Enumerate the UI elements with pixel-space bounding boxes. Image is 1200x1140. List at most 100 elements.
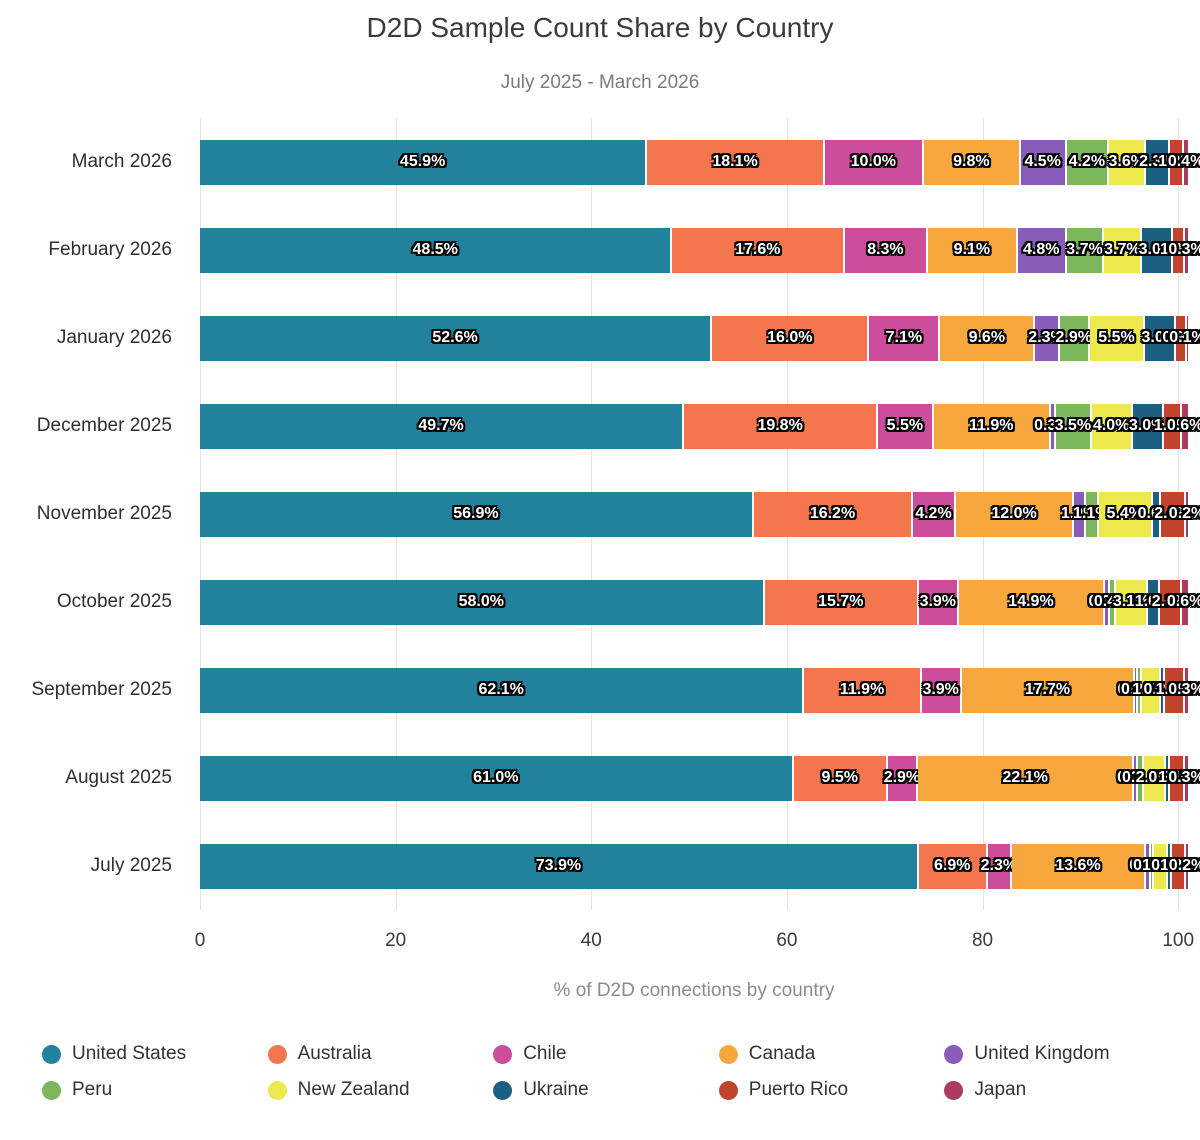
segment-puerto-rico: 1.2% [1158, 139, 1195, 185]
segment-australia: 19.8% [684, 403, 877, 449]
segment-new-zealand: 5.4% [1098, 491, 1151, 537]
segment-japan: 0.1% [1169, 315, 1200, 361]
y-label-july-2025: July 2025 [90, 855, 172, 876]
legend-label: Peru [72, 1079, 113, 1100]
segment-label: 52.6% [432, 329, 478, 346]
segment-united-states: 45.9% [200, 139, 646, 185]
segment-canada: 9.8% [923, 139, 1019, 185]
segment-australia: 11.9% [804, 667, 920, 713]
segment-label: 62.1% [478, 681, 524, 698]
legend-item-puerto-rico: Puerto Rico [718, 1079, 945, 1101]
x-tick-60: 60 [776, 930, 798, 951]
x-tick-40: 40 [580, 930, 602, 951]
bar-row-november-2025: 56.9% 16.2% 4.2% 12.0% 1.0% 1.1% 5.4% 0.6% 2.4% 0… [200, 491, 1200, 537]
segment-canada: 14.9% [958, 579, 1104, 625]
segment-canada: 9.6% [940, 315, 1034, 361]
segment-united-kingdom: 0.3% [1129, 843, 1166, 889]
chart-subtitle: July 2025 - March 2026 [500, 72, 700, 93]
segment-label: 10.0% [850, 153, 896, 170]
segment-puerto-rico: 1.0% [1160, 227, 1196, 273]
segment-label: 18.1% [712, 153, 758, 170]
segment-puerto-rico: 2.1% [1152, 579, 1188, 625]
segment-puerto-rico: 1.4% [1158, 755, 1195, 801]
segment-label: 3.7% [1066, 241, 1103, 258]
x-axis-ticks: 0 20 40 60 80 100 [195, 930, 1194, 956]
bar-row-december-2025: 49.7% 19.8% 5.5% 11.9% 0.3% 3.5% 4.0% 3.0% 1.7% 0… [200, 403, 1200, 449]
y-label-march-2026: March 2026 [71, 151, 172, 172]
segment-puerto-rico: 0.9% [1162, 315, 1199, 361]
segment-japan: 0.3% [1168, 227, 1200, 273]
segment-label: 58.0% [458, 593, 504, 610]
legend-swatch-icon [267, 1080, 287, 1100]
segment-new-zealand: 3.7% [1104, 227, 1141, 273]
segment-label: 4.8% [1023, 241, 1060, 258]
legend-swatch-icon [267, 1044, 287, 1064]
segment-chile: 3.9% [921, 667, 960, 713]
segment-united-kingdom: 4.5% [1020, 139, 1065, 185]
y-label-october-2025: October 2025 [56, 591, 172, 612]
segment-chile: 3.9% [918, 579, 957, 625]
legend-item-chile: Chile [493, 1043, 719, 1065]
bar-row-september-2025: 62.1% 11.9% 3.9% 17.7% 0.1% 0.2% 1.7% 0.2% 1.9% 0… [200, 667, 1200, 713]
segment-label: 3.9% [922, 681, 959, 698]
segment-label: 11.9% [839, 681, 885, 698]
legend-label: Australia [297, 1043, 372, 1064]
segment-chile: 8.3% [845, 227, 926, 273]
segment-label: 7.1% [885, 329, 923, 346]
segment-united-kingdom: 2.3% [1028, 315, 1065, 361]
segment-ukraine: 0.6% [1138, 491, 1174, 537]
segment-ukraine: 3.0% [1141, 315, 1178, 361]
segment-united-kingdom: 4.8% [1017, 227, 1065, 273]
segment-peru: 0.4% [1122, 755, 1158, 801]
segment-label: 48.5% [412, 241, 458, 258]
legend-item-peru: Peru [42, 1079, 268, 1101]
segment-label: 61.0% [473, 769, 519, 786]
segment-australia: 15.7% [764, 579, 917, 625]
segment-united-states: 49.7% [200, 403, 683, 449]
y-label-november-2025: November 2025 [36, 503, 172, 524]
segment-peru: 3.7% [1066, 227, 1103, 273]
segment-ukraine: 3.0% [1129, 403, 1165, 449]
y-label-february-2026: February 2026 [48, 239, 172, 260]
legend-label: United Kingdom [974, 1043, 1110, 1064]
segment-canada: 13.6% [1012, 843, 1144, 889]
legend-swatch-icon [42, 1044, 61, 1064]
segment-united-states: 62.1% [200, 667, 803, 713]
segment-label: 3.7% [1104, 241, 1141, 258]
x-tick-0: 0 [194, 930, 206, 951]
segment-label: 17.6% [735, 241, 781, 258]
segment-australia: 9.5% [793, 755, 886, 801]
segment-australia: 16.0% [712, 315, 868, 361]
segment-australia: 6.9% [918, 843, 986, 889]
segment-japan: 0.2% [1169, 843, 1200, 889]
segment-united-kingdom: 1.0% [1061, 491, 1097, 537]
segment-label: 9.8% [953, 153, 990, 170]
segment-united-kingdom: 0.1% [1118, 667, 1154, 713]
segment-new-zealand: 3.6% [1108, 139, 1145, 185]
segment-ukraine: 3.0% [1139, 227, 1175, 273]
segment-peru: 3.5% [1055, 403, 1091, 449]
segment-chile: 4.2% [913, 491, 954, 537]
segment-chile: 2.9% [884, 755, 920, 801]
segment-chile: 2.3% [981, 843, 1017, 889]
segment-new-zealand: 1.7% [1132, 667, 1169, 713]
segment-label: 4.2% [1068, 153, 1106, 170]
segment-peru: 2.9% [1056, 315, 1092, 361]
segment-label: 3.9% [919, 593, 957, 610]
legend-swatch-icon [718, 1080, 738, 1100]
segment-japan: 0.3% [1168, 667, 1200, 713]
segment-united-kingdom: 0.3% [1034, 403, 1071, 449]
segment-label: 8.3% [867, 241, 904, 258]
segment-label: 9.5% [821, 769, 859, 786]
segment-label: 4.5% [1024, 153, 1061, 170]
legend-item-ukraine: Ukraine [493, 1079, 719, 1101]
legend-item-new-zealand: New Zealand [267, 1079, 494, 1101]
segment-canada: 17.7% [961, 667, 1134, 713]
segment-japan: 0.6% [1167, 403, 1200, 449]
segment-label: 5.5% [886, 417, 924, 434]
legend-item-japan: Japan [944, 1079, 1170, 1101]
bar-row-august-2025: 61.0% 9.5% 2.9% 22.1% 0.2% 0.4% 2.0% 0.2% 1.4% 0.… [200, 755, 1200, 801]
segment-puerto-rico: 1.2% [1160, 843, 1196, 889]
segment-label: 22.1% [1002, 769, 1048, 786]
bar-row-july-2025: 73.9% 6.9% 2.3% 13.6% 0.3% 0.1% 1.3% 0.2% 1.2% 0.… [200, 843, 1200, 889]
